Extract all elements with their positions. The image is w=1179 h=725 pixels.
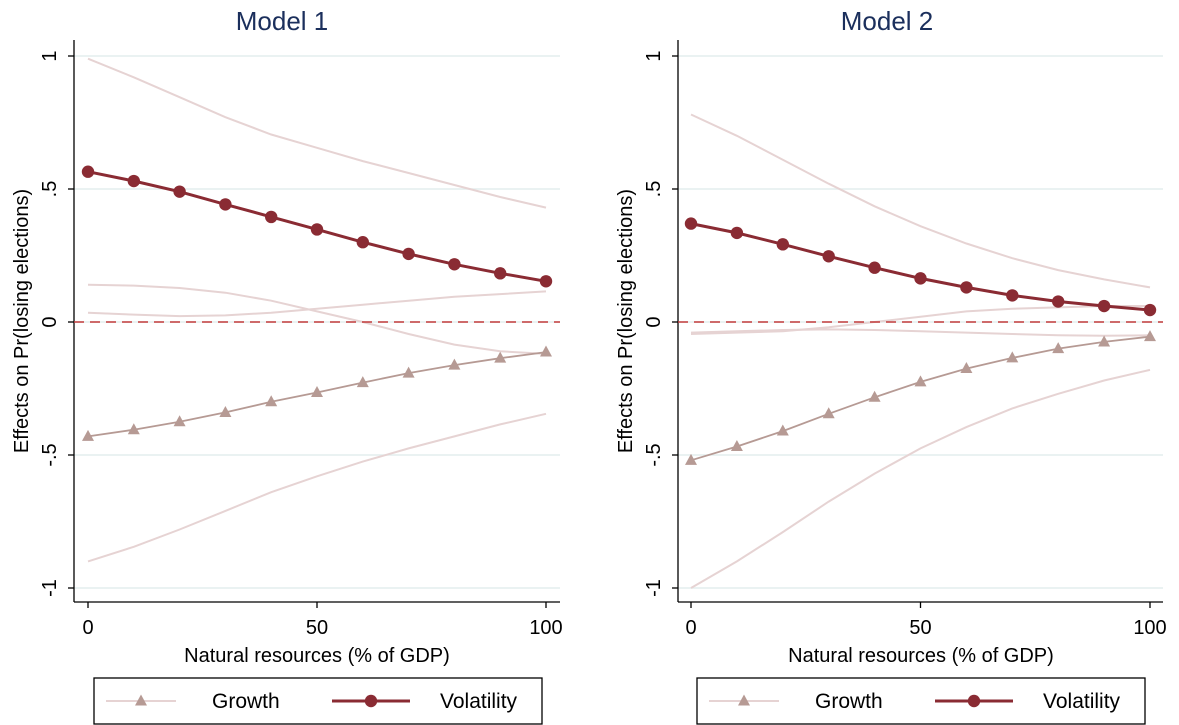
volatility-point (684, 217, 698, 230)
volatility-point (730, 226, 744, 240)
growth-point (1006, 351, 1019, 363)
legend-volatility-marker (364, 694, 378, 708)
growth-point (1144, 330, 1156, 342)
volatility-point (173, 185, 186, 198)
volatility-point (127, 174, 140, 188)
growth-point (540, 345, 552, 357)
y-axis-label: Effects on Pr(losing elections) (11, 189, 33, 453)
y-tick-label: -.5 (39, 443, 61, 466)
y-tick-label: -1 (643, 579, 665, 597)
legend-growth-label: Growth (212, 690, 280, 713)
growth-point (776, 424, 789, 436)
volatility-point (822, 250, 835, 263)
legend-volatility-label: Volatility (440, 690, 518, 713)
growth-point (265, 395, 278, 407)
x-tick-label: 0 (82, 617, 93, 639)
y-tick-label: .5 (643, 181, 665, 198)
x-tick-label: 0 (685, 617, 696, 639)
volatility-point (776, 238, 789, 251)
growth-ci-lower-line (690, 368, 1151, 589)
volatility-point (494, 267, 507, 280)
growth-point (1052, 342, 1065, 354)
y-axis-label: Effects on Pr(losing elections) (615, 189, 637, 453)
volatility-point (310, 223, 324, 236)
volatility-point (402, 247, 415, 261)
volatility-line (690, 222, 1151, 312)
growth-point (311, 385, 323, 397)
growth-point (685, 453, 697, 465)
y-tick-label: 1 (643, 50, 665, 61)
volatility-point (868, 261, 881, 274)
growth-point (127, 423, 140, 435)
growth-point (448, 358, 461, 370)
legend-growth-marker (738, 694, 750, 706)
x-tick-label: 50 (909, 617, 931, 639)
volatility-point (81, 165, 95, 178)
growth-point (356, 376, 369, 388)
x-tick-label: 100 (529, 617, 562, 639)
y-tick-label: -1 (39, 579, 61, 597)
volatility-point (539, 275, 553, 288)
x-tick-label: 50 (306, 617, 328, 639)
volatility-ci-lower-line (87, 283, 547, 355)
legend-volatility-label: Volatility (1043, 690, 1121, 713)
legend-growth-label: Growth (815, 690, 883, 713)
growth-point (822, 407, 835, 419)
volatility-ci-upper-line (690, 113, 1151, 289)
growth-point (402, 366, 415, 378)
volatility-point (265, 210, 278, 224)
growth-point (173, 415, 186, 427)
growth-point (868, 390, 881, 402)
y-tick-label: 0 (643, 316, 665, 327)
y-tick-label: 1 (39, 50, 61, 61)
model-2-panel: Model 2 -1 -.5 0 .5 1 0 50 100 Natural resources … (615, 6, 1167, 725)
growth-point (730, 439, 743, 451)
legend-volatility-marker (967, 694, 981, 708)
volatility-point (1006, 289, 1019, 302)
x-tick-label: 100 (1133, 617, 1166, 639)
volatility-ci-upper-line (87, 57, 547, 209)
growth-point (960, 362, 973, 374)
growth-line (690, 335, 1151, 462)
growth-point (1098, 335, 1111, 347)
volatility-ci-lower-line (690, 328, 1151, 337)
volatility-point (914, 272, 927, 285)
growth-point (914, 375, 927, 387)
growth-point (219, 405, 232, 417)
volatility-point (448, 258, 461, 271)
x-axis-label: Natural resources (% of GDP) (184, 645, 450, 667)
chart-title: Model 2 (841, 6, 934, 36)
legend-growth-marker (135, 694, 147, 706)
y-tick-label: 0 (39, 316, 61, 327)
volatility-point (1052, 295, 1065, 308)
volatility-point (219, 198, 232, 211)
y-tick-label: .5 (39, 181, 61, 198)
y-tick-label: -.5 (643, 443, 665, 466)
volatility-point (1143, 303, 1157, 317)
growth-ci-upper-line (690, 305, 1150, 335)
growth-ci-upper-line (87, 290, 547, 318)
growth-point (82, 429, 94, 441)
chart-title: Model 1 (236, 6, 329, 36)
model-1-panel: Model 1 -1 -.5 0 .5 1 0 50 100 Natural resources … (11, 6, 563, 725)
volatility-point (356, 236, 369, 249)
x-axis-label: Natural resources (% of GDP) (788, 645, 1054, 667)
growth-point (494, 351, 507, 363)
growth-ci-lower-line (87, 412, 547, 563)
volatility-point (960, 281, 973, 294)
volatility-point (1097, 299, 1111, 313)
